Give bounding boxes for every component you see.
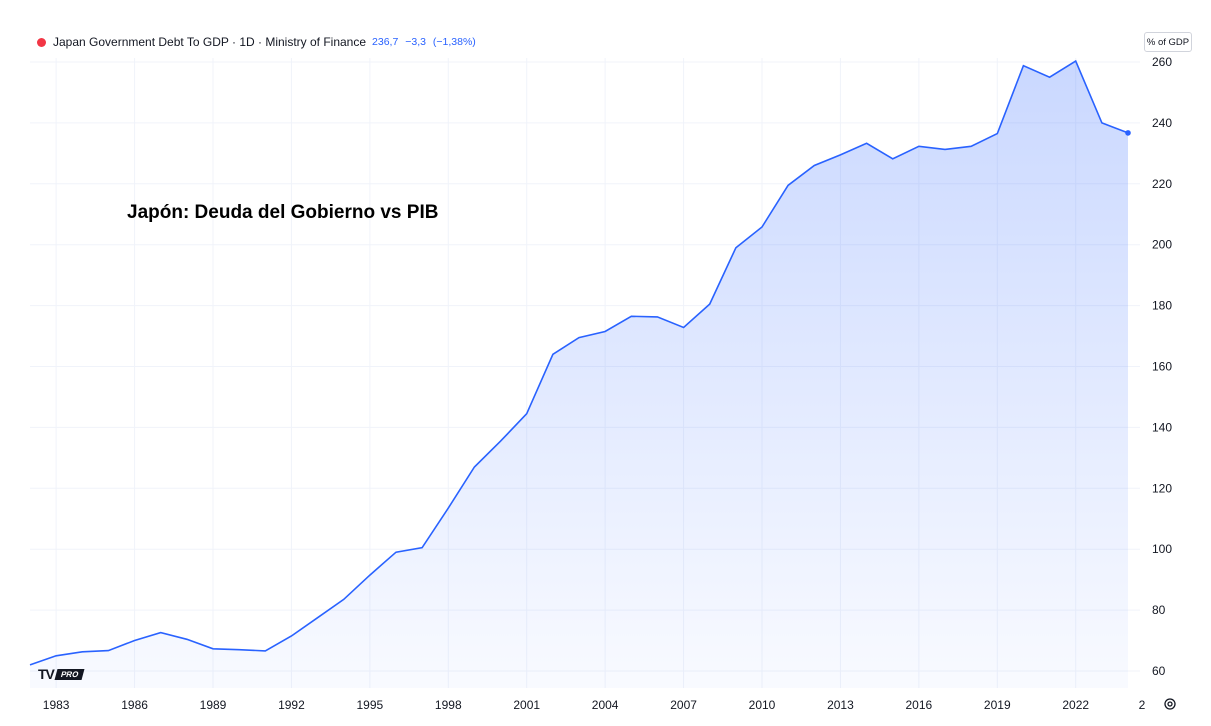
data-point[interactable]: [212, 648, 214, 650]
data-point[interactable]: [29, 664, 31, 666]
data-point[interactable]: [709, 303, 711, 305]
data-point[interactable]: [787, 184, 789, 186]
data-point[interactable]: [447, 507, 449, 509]
x-tick-label: 2007: [670, 698, 697, 712]
data-point[interactable]: [996, 133, 998, 135]
data-point[interactable]: [186, 638, 188, 640]
data-point[interactable]: [290, 635, 292, 637]
data-point[interactable]: [526, 413, 528, 415]
logo-pro-badge: PRO: [54, 668, 85, 680]
data-point[interactable]: [107, 650, 109, 652]
x-tick-label: 1986: [121, 698, 148, 712]
data-point[interactable]: [761, 226, 763, 228]
data-point[interactable]: [1075, 60, 1077, 62]
x-tick-label: 2010: [749, 698, 776, 712]
data-point[interactable]: [343, 598, 345, 600]
y-tick-label: 60: [1152, 664, 1166, 678]
data-point[interactable]: [944, 148, 946, 150]
x-tick-label: 2019: [984, 698, 1011, 712]
data-point[interactable]: [473, 466, 475, 468]
y-tick-label: 240: [1152, 116, 1172, 130]
data-point[interactable]: [81, 651, 83, 653]
data-point[interactable]: [1049, 76, 1051, 78]
unit-label: % of GDP: [1146, 36, 1190, 48]
data-point[interactable]: [735, 247, 737, 249]
series-dot-icon: [37, 37, 46, 47]
data-point[interactable]: [421, 547, 423, 549]
y-tick-label: 120: [1152, 481, 1172, 495]
overlay-title: Japón: Deuda del Gobierno vs PIB: [127, 202, 439, 223]
data-point[interactable]: [552, 353, 554, 355]
data-point[interactable]: [656, 316, 658, 318]
y-tick-label: 180: [1152, 299, 1172, 313]
x-tick-label: 1983: [43, 698, 70, 712]
x-tick-label: 2022: [1062, 698, 1089, 712]
y-axis[interactable]: 60 80 100 120 140 160 180 200 220 240 260: [1152, 55, 1172, 678]
logo-text: TV: [38, 666, 55, 682]
x-tick-label: 2001: [513, 698, 540, 712]
y-tick-label: 140: [1152, 420, 1172, 434]
data-point[interactable]: [500, 440, 502, 442]
x-tick-label: 1998: [435, 698, 462, 712]
data-point[interactable]: [317, 617, 319, 619]
y-tick-label: 100: [1152, 542, 1172, 556]
data-point[interactable]: [866, 142, 868, 144]
x-tick-label: 1989: [200, 698, 227, 712]
x-tick-label: 2004: [592, 698, 619, 712]
data-point[interactable]: [1022, 65, 1024, 67]
y-tick-label: 160: [1152, 360, 1172, 374]
settings-icon[interactable]: [1163, 697, 1177, 711]
data-point[interactable]: [160, 632, 162, 634]
y-tick-label: 200: [1152, 238, 1172, 252]
tradingview-logo[interactable]: TV PRO: [38, 666, 85, 682]
legend-change: −3,3: [405, 36, 426, 48]
data-point[interactable]: [238, 649, 240, 651]
data-point[interactable]: [683, 327, 685, 329]
x-tick-label: 2: [1139, 698, 1146, 712]
legend-last-value: 236,7: [372, 36, 399, 48]
data-point[interactable]: [892, 158, 894, 160]
data-point[interactable]: [134, 640, 136, 642]
x-axis[interactable]: 1983 1986 1989 1992 1995 1998 2001 2004 2007 2010…: [43, 698, 1146, 712]
x-tick-label: 2013: [827, 698, 854, 712]
data-point[interactable]: [970, 145, 972, 147]
data-point[interactable]: [918, 145, 920, 147]
data-point[interactable]: [55, 655, 57, 657]
data-point[interactable]: [630, 315, 632, 317]
unit-label-button[interactable]: % of GDP: [1144, 32, 1192, 52]
data-point[interactable]: [604, 331, 606, 333]
y-tick-label: 260: [1152, 55, 1172, 69]
area-fill: [30, 61, 1128, 689]
last-value-point[interactable]: [1125, 130, 1131, 136]
data-point[interactable]: [1101, 122, 1103, 124]
x-tick-label: 2016: [906, 698, 933, 712]
chart-legend[interactable]: Japan Government Debt To GDP · 1D · Mini…: [37, 35, 480, 49]
data-point[interactable]: [264, 650, 266, 652]
legend-change-pct: (−1,38%): [432, 36, 476, 48]
data-point[interactable]: [839, 154, 841, 156]
data-point[interactable]: [578, 337, 580, 339]
y-tick-label: 220: [1152, 177, 1172, 191]
series-line[interactable]: [29, 59, 1129, 666]
x-tick-label: 1995: [357, 698, 384, 712]
data-point[interactable]: [813, 165, 815, 167]
data-point[interactable]: [369, 574, 371, 576]
legend-values: 236,7 −3,3 (−1,38%): [372, 36, 480, 48]
x-tick-label: 1992: [278, 698, 305, 712]
y-tick-label: 80: [1152, 603, 1166, 617]
legend-title: Japan Government Debt To GDP · 1D · Mini…: [53, 35, 367, 49]
data-point[interactable]: [395, 551, 397, 553]
